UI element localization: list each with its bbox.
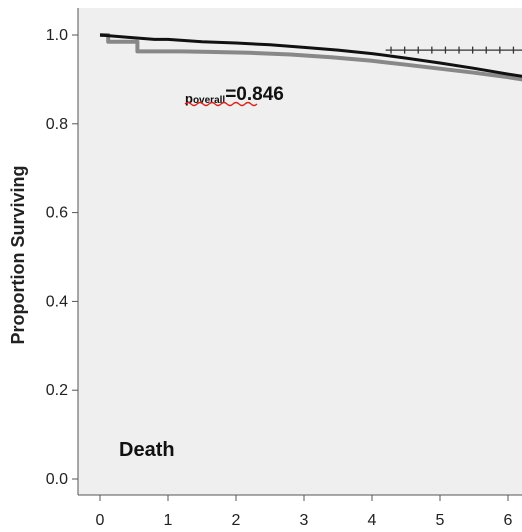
x-tick-label: 1 xyxy=(164,512,173,529)
y-axis-title: Proportion Surviving xyxy=(8,165,28,344)
p-subscript: overall xyxy=(193,95,225,106)
p-overall-annotation: poverall=0.846 xyxy=(185,84,284,106)
censor-marks xyxy=(390,46,515,54)
y-axis-ticks: 0.0 0.2 0.4 0.6 0.8 1.0 xyxy=(46,27,78,488)
survival-curve-1 xyxy=(100,33,522,82)
spellcheck-underline xyxy=(184,101,258,107)
x-tick-label: 0 xyxy=(96,512,105,529)
x-tick-label: 4 xyxy=(368,512,377,529)
y-tick-label: 0.0 xyxy=(46,471,68,488)
survival-curves xyxy=(99,33,522,82)
panel-label-death: Death xyxy=(119,439,175,461)
y-tick-label: 0.6 xyxy=(46,205,68,222)
p-label: p xyxy=(185,91,193,106)
x-tick-label: 3 xyxy=(300,512,309,529)
y-tick-label: 0.8 xyxy=(46,116,68,133)
x-tick-label: 2 xyxy=(232,512,241,529)
y-tick-label: 0.4 xyxy=(46,293,68,310)
x-tick-label: 6 xyxy=(504,512,513,529)
x-axis-ticks: 0 1 2 3 4 5 6 xyxy=(96,495,513,529)
y-tick-label: 1.0 xyxy=(46,27,68,44)
plot-background xyxy=(78,8,522,495)
x-tick-label: 5 xyxy=(436,512,445,529)
survival-curve-2 xyxy=(99,33,522,78)
y-tick-label: 0.2 xyxy=(46,382,68,399)
p-value: =0.846 xyxy=(225,84,284,105)
